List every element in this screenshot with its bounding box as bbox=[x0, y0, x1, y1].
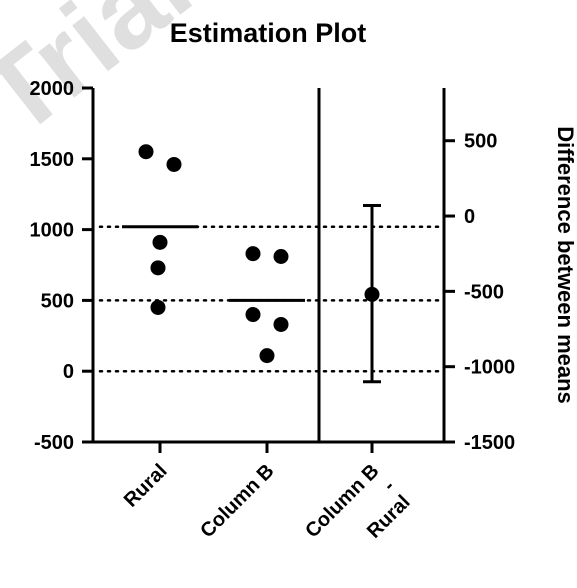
right-tick-label-2: -500 bbox=[464, 281, 504, 303]
point-1-3 bbox=[273, 316, 289, 332]
left-tick-label-4: 0 bbox=[63, 361, 74, 383]
right-axis-label: Difference between means bbox=[553, 126, 577, 404]
left-tick-label-3: 500 bbox=[41, 290, 74, 312]
x-tick-label-line-1-0: Column B bbox=[196, 460, 278, 542]
left-tick-label-2: 1000 bbox=[30, 220, 75, 242]
x-tick-label-1: Column B bbox=[196, 460, 278, 542]
point-1-4 bbox=[259, 348, 275, 364]
right-axis-ticks: 500 0 -500 -1000 -1500 bbox=[444, 131, 515, 454]
point-0-4 bbox=[150, 299, 166, 315]
data-points bbox=[138, 144, 289, 364]
point-1-1 bbox=[273, 249, 289, 265]
difference-estimate bbox=[363, 203, 381, 384]
right-tick-label-1: 0 bbox=[464, 206, 475, 228]
point-0-0 bbox=[138, 144, 154, 160]
difference-point bbox=[364, 286, 380, 302]
point-1-0 bbox=[245, 246, 261, 262]
point-1-2 bbox=[245, 307, 261, 323]
right-tick-label-4: -1500 bbox=[464, 432, 515, 454]
left-tick-label-0: 2000 bbox=[30, 78, 75, 100]
group-means bbox=[122, 225, 305, 302]
left-tick-label-1: 1500 bbox=[30, 149, 75, 171]
right-tick-label-0: 500 bbox=[464, 131, 497, 153]
x-tick-label-line-2-2: Rural bbox=[363, 491, 415, 543]
x-tick-labels: Rural Column B Column B-Rural bbox=[120, 442, 415, 573]
x-tick-label-2: Column B-Rural bbox=[301, 460, 414, 573]
point-0-2 bbox=[152, 234, 168, 250]
right-tick-label-3: -1000 bbox=[464, 357, 515, 379]
left-axis-ticks: 2000 1500 1000 500 0 -500 bbox=[30, 78, 93, 454]
x-tick-label-0: Rural bbox=[120, 460, 172, 512]
chart-title: Estimation Plot bbox=[170, 18, 367, 48]
point-0-3 bbox=[150, 260, 166, 276]
left-tick-label-5: -500 bbox=[34, 432, 74, 454]
x-tick-label-line-0-0: Rural bbox=[120, 460, 172, 512]
point-0-1 bbox=[166, 156, 182, 172]
